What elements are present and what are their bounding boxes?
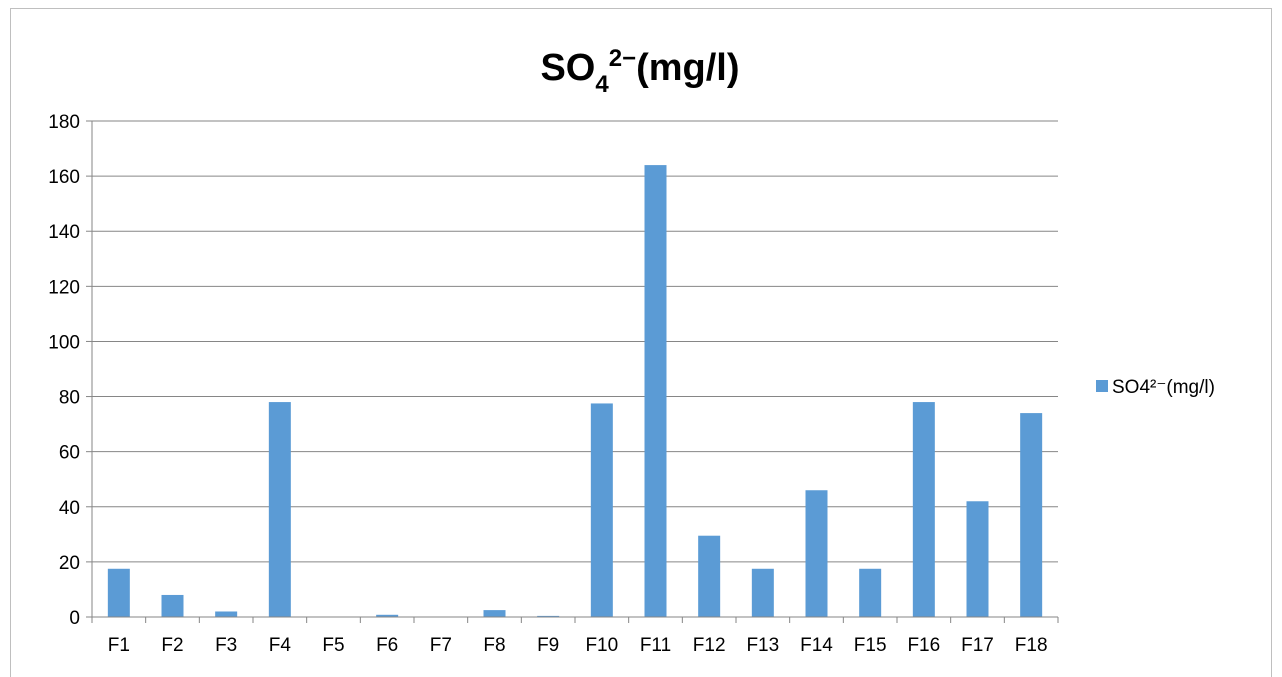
x-tick-label: F7 xyxy=(430,635,452,656)
legend-swatch xyxy=(1096,380,1108,392)
bar-f12 xyxy=(698,535,721,617)
x-tick-label: F14 xyxy=(800,635,833,656)
y-tick-label: 180 xyxy=(48,112,80,133)
bar-f13 xyxy=(751,568,774,617)
x-tick-label: F12 xyxy=(693,635,726,656)
x-tick-label: F11 xyxy=(640,635,671,656)
bar-f9 xyxy=(537,615,560,617)
x-tick-label: F4 xyxy=(269,635,292,656)
x-tick-label: F13 xyxy=(746,635,779,656)
x-tick-label: F6 xyxy=(376,635,398,656)
bar-f10 xyxy=(590,403,613,617)
x-tick-label: F2 xyxy=(161,635,183,656)
bars xyxy=(107,165,1043,618)
x-tick-label: F15 xyxy=(854,635,887,656)
legend-label: SO4²⁻(mg/l) xyxy=(1112,377,1215,398)
x-tick-label: F3 xyxy=(215,635,237,656)
bar-f3 xyxy=(215,611,238,617)
x-tick-label: F17 xyxy=(961,635,994,656)
y-tick-label: 120 xyxy=(48,277,80,298)
legend: SO4²⁻(mg/l) xyxy=(1096,377,1215,398)
x-tick-label: F1 xyxy=(108,635,130,656)
chart-title: SO42−(mg/l) xyxy=(540,45,739,98)
chart-title-superscript: 2− xyxy=(609,45,636,72)
x-tick-label: F8 xyxy=(483,635,505,656)
y-tick-label: 160 xyxy=(48,167,80,188)
bar-f2 xyxy=(161,594,184,617)
x-tick-label: F10 xyxy=(585,635,618,656)
y-tick-label: 140 xyxy=(48,222,80,243)
x-tick-label: F18 xyxy=(1015,635,1048,656)
bar-f18 xyxy=(1020,413,1043,617)
bar-f6 xyxy=(376,614,399,617)
y-tick-label: 80 xyxy=(59,388,80,409)
gridlines xyxy=(92,120,1058,563)
y-tick-label: 20 xyxy=(59,553,80,574)
bar-f1 xyxy=(107,568,130,617)
bar-f11 xyxy=(644,165,667,618)
y-tick-label: 40 xyxy=(59,498,80,519)
y-tick-label: 0 xyxy=(69,608,80,629)
x-tick-label: F9 xyxy=(537,635,559,656)
bar-f17 xyxy=(966,501,989,617)
x-tick-label: F5 xyxy=(322,635,344,656)
y-tick-label: 60 xyxy=(59,443,80,464)
bar-f15 xyxy=(859,568,882,617)
x-tick-label: F16 xyxy=(907,635,940,656)
chart-title-suffix: (mg/l) xyxy=(636,47,739,89)
bar-f8 xyxy=(483,610,506,617)
chart-title-main: SO xyxy=(540,47,595,89)
bar-f16 xyxy=(912,402,935,617)
axes: 0 20 40 60 80 100 120 140 160 180 F1 F2 F3 F4 F5 F6 F7 F8… xyxy=(48,112,1059,656)
chart-title-subscript: 4 xyxy=(595,71,609,98)
bar-f14 xyxy=(805,490,828,617)
chart-frame xyxy=(10,8,1272,677)
y-tick-label: 100 xyxy=(48,332,80,353)
bar-f4 xyxy=(268,402,291,617)
